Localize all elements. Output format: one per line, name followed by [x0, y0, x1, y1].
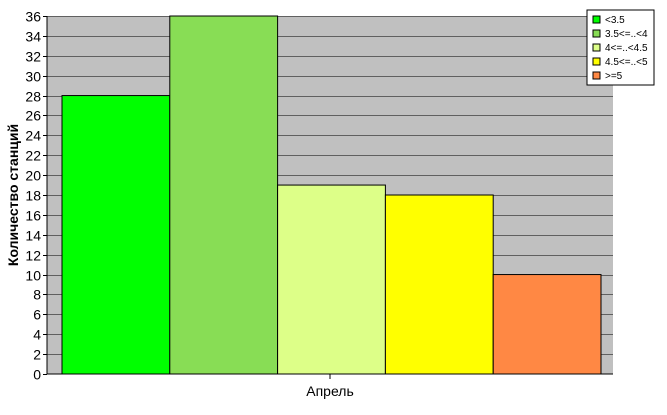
legend-swatch — [592, 71, 601, 80]
legend-label: >=5 — [605, 71, 623, 82]
y-tick-label: 28 — [25, 89, 41, 105]
legend-swatch — [592, 29, 601, 38]
y-tick-label: 34 — [25, 29, 41, 45]
bar — [169, 15, 279, 375]
legend-swatch — [592, 43, 601, 52]
x-category-label: Апрель — [306, 383, 354, 399]
legend-swatch — [592, 57, 601, 66]
y-tick-label: 26 — [25, 108, 41, 124]
y-tick-label: 6 — [33, 307, 41, 323]
bar — [277, 184, 386, 375]
legend-items: <3.5 3.5<=..<4 4<=..<4.5 4.5<=..<5 >=5 — [592, 15, 648, 82]
y-tick-label: 18 — [25, 188, 41, 204]
y-tick-label: 36 — [25, 9, 41, 25]
y-tick-label: 8 — [33, 287, 41, 303]
legend: <3.5 3.5<=..<4 4<=..<4.5 4.5<=..<5 >=5 — [586, 9, 655, 86]
y-tick-label: 2 — [33, 347, 41, 363]
y-axis-title: Количество станций — [5, 124, 21, 266]
bar — [384, 194, 494, 375]
legend-label: <3.5 — [605, 15, 625, 26]
legend-swatch — [592, 15, 601, 24]
y-tick-label: 0 — [33, 367, 41, 383]
y-tick-label: 22 — [25, 148, 41, 164]
y-tick-label: 32 — [25, 49, 41, 65]
bar — [492, 274, 602, 375]
y-tick-label: 12 — [25, 248, 41, 264]
bars — [61, 15, 602, 375]
legend-label: 4.5<=..<5 — [605, 57, 648, 68]
legend-label: 4<=..<4.5 — [605, 43, 648, 54]
y-tick-label: 10 — [25, 268, 41, 284]
y-tick-label: 30 — [25, 69, 41, 85]
y-tick-label: 16 — [25, 208, 41, 224]
y-tick-label: 14 — [25, 228, 41, 244]
y-tick-label: 4 — [33, 327, 41, 343]
bar — [61, 95, 171, 375]
y-tick-label: 24 — [25, 128, 41, 144]
legend-label: 3.5<=..<4 — [605, 29, 648, 40]
y-tick-label: 20 — [25, 168, 41, 184]
